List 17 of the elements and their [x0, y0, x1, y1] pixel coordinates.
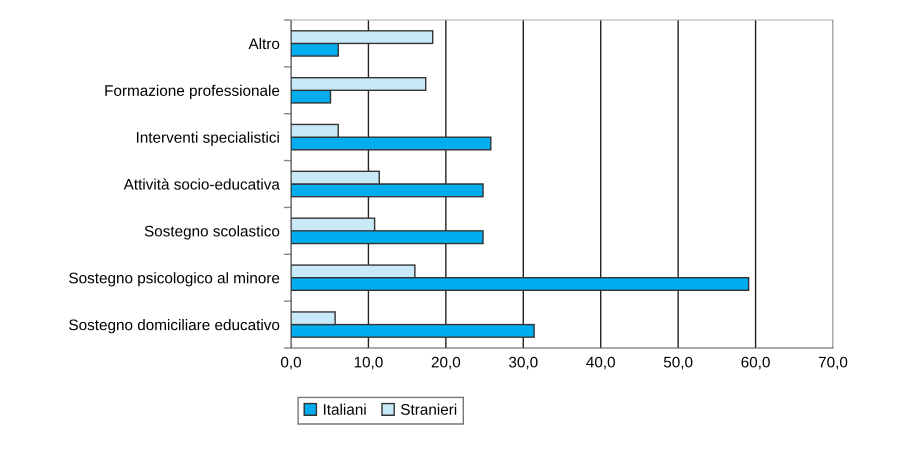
y-tick-label: Attività socio-educativa [124, 178, 280, 190]
x-tick-label: 50,0 [664, 356, 692, 370]
x-tick-label: 10,0 [354, 356, 383, 370]
y-tick-label: Sostegno scolastico [144, 225, 280, 240]
legend-label: Stranieri [401, 404, 456, 415]
y-tick-label: Altro [248, 38, 280, 50]
x-tick-label: 20,0 [432, 356, 460, 370]
x-tick-label: 30,0 [509, 356, 538, 370]
x-tick-label: 70,0 [818, 356, 848, 370]
x-tick-label: 40,0 [586, 356, 615, 370]
y-tick-label: Formazione professionale [105, 84, 280, 99]
y-tick-label: Sostegno psicologico al minore [69, 272, 280, 286]
y-tick-label: Sostegno domiciliare educativo [69, 319, 280, 334]
x-tick-label: 60,0 [741, 356, 770, 370]
x-tick-label: 0,0 [280, 356, 302, 370]
legend-label: Italiani [324, 404, 366, 415]
y-tick-label: Interventi specialistici [136, 132, 279, 146]
